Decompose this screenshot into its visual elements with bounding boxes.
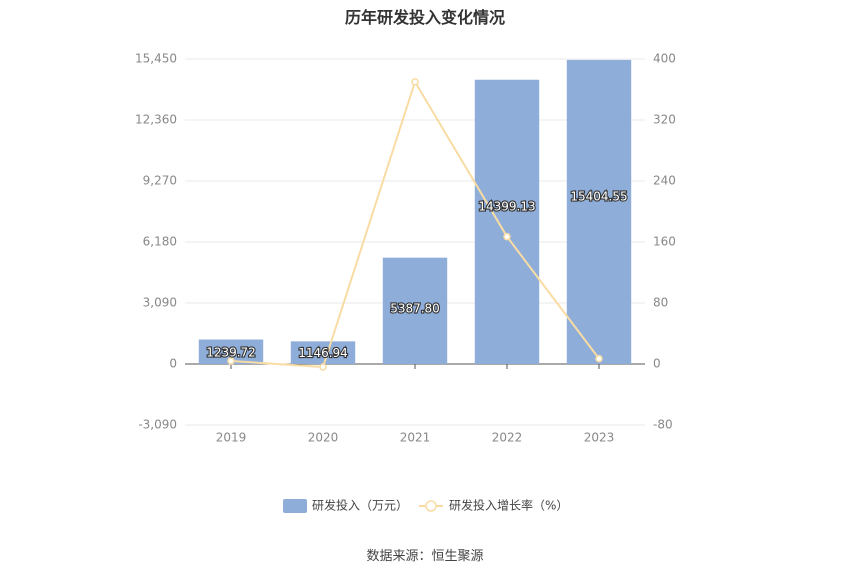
bar-data-label: 1239.72 [206,345,256,359]
y-right-tick-label: 400 [653,52,676,66]
bar-data-label: 1146.94 [298,346,348,360]
y-right-tick-label: 0 [653,357,661,371]
y-right-tick-label: 80 [653,296,668,310]
legend-bar-label: 研发投入（万元） [312,498,408,513]
chart-title: 历年研发投入变化情况 [344,8,505,27]
y-right-tick-label: -80 [653,418,673,432]
legend-bar-swatch [283,499,307,513]
y-left-tick-label: -3,090 [138,418,177,432]
bar-data-label: 14399.13 [478,199,535,213]
y-left-tick-label: 9,270 [143,174,177,188]
y-left-tick-label: 6,180 [143,235,177,249]
bar [566,59,632,365]
y-left-tick-label: 0 [169,357,177,371]
x-tick-label: 2019 [216,431,247,445]
y-right-tick-label: 320 [653,113,676,127]
bar [474,79,540,364]
growth-point [411,78,419,86]
x-tick-label: 2020 [308,431,339,445]
bar-data-label: 5387.80 [390,301,440,315]
y-left-tick-label: 15,450 [135,52,177,66]
growth-point [503,232,511,241]
y-left-tick-label: 12,360 [135,113,177,127]
bar-data-label: 15404.55 [570,189,627,203]
x-tick-label: 2023 [584,431,615,445]
bar [382,257,448,364]
growth-point [319,363,327,371]
growth-point [227,357,235,365]
x-tick-label: 2021 [400,431,431,445]
y-left-tick-label: 3,090 [143,296,177,310]
data-source: 数据来源：恒生聚源 [366,549,484,564]
legend-line-marker [425,500,437,512]
y-right-tick-label: 240 [653,174,676,188]
x-tick-label: 2022 [492,431,523,445]
growth-point [595,354,603,363]
bar [290,341,356,364]
legend-line-label: 研发投入增长率（%） [449,498,568,513]
y-right-tick-label: 160 [653,235,676,249]
